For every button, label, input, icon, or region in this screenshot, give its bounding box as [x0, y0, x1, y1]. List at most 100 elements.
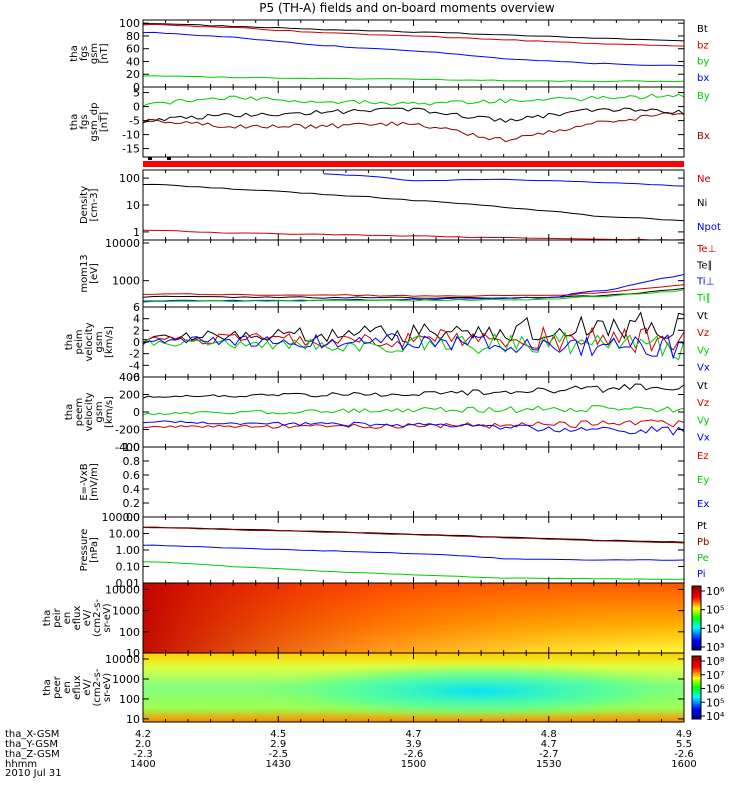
y-tick-label: 40	[126, 55, 140, 68]
ephemeris-label: tha_Y-GSM	[5, 739, 58, 750]
colorbar	[691, 585, 702, 651]
ephemeris-value: -2.7	[539, 749, 559, 760]
series-line	[142, 23, 685, 47]
panel-9: 10³ 10⁴ 10⁵ 10⁶ 10 100 1000 10000 thapeireneflux…	[42, 582, 725, 660]
colorbar-tick-label: 10⁵	[706, 696, 724, 709]
ephemeris-value: 4.7	[406, 729, 422, 740]
series-line	[142, 561, 684, 580]
ephemeris-value: 1530	[536, 759, 561, 770]
legend-entry: Pb	[697, 537, 709, 548]
ephemeris-value: 1400	[130, 759, 155, 770]
y-tick-label: -10	[122, 129, 140, 142]
series-line	[142, 284, 685, 297]
y-tick-label: -15	[122, 143, 140, 156]
series-line	[142, 420, 685, 436]
panel-4: 1000 10000 mom13[eV] Te⊥ Te∥ Ti⊥ Ti∥	[79, 237, 716, 308]
legend-entry: Vz	[697, 398, 709, 409]
series-line	[142, 544, 685, 561]
legend-entry: Bt	[697, 24, 708, 35]
ephemeris-value: 4.9	[676, 729, 692, 740]
y-axis-label: E=-VxB[mV/m]	[79, 463, 100, 501]
y-tick-label: 4	[133, 313, 140, 326]
y-tick-label: 10	[126, 199, 140, 212]
ephemeris-value: -2.3	[133, 749, 153, 760]
series-line	[142, 111, 685, 143]
legend-entry: Ex	[697, 499, 709, 510]
legend-entry: bx	[697, 73, 709, 84]
status-bar	[143, 161, 684, 167]
y-tick-label: 10	[126, 713, 140, 726]
legend-entry: Npot	[697, 222, 721, 233]
status-marker	[148, 157, 152, 160]
y-tick-label: 0.6	[123, 469, 141, 482]
y-tick-label: 60	[126, 43, 140, 56]
y-tick-label: 10000	[105, 237, 140, 250]
ephemeris-value: 4.5	[270, 729, 286, 740]
legend-entry: Ne	[697, 174, 711, 185]
ephemeris-value: 1600	[671, 759, 696, 770]
panel-frame	[142, 446, 685, 518]
ephemeris-value: -2.6	[674, 749, 694, 760]
colorbar-tick-label: 10⁴	[706, 622, 725, 635]
legend-entry: Ey	[697, 475, 709, 486]
y-tick-label: 80	[126, 30, 140, 43]
figure-title: P5 (TH-A) fields and on-board moments ov…	[259, 1, 555, 15]
legend-entry: Vy	[697, 415, 710, 426]
y-tick-label: 400	[119, 371, 140, 384]
y-axis-label: Density[cm-3]	[79, 186, 100, 224]
y-tick-label: 1000	[112, 605, 140, 618]
y-tick-label: 0.10	[116, 561, 141, 574]
y-tick-label: 6	[133, 301, 140, 314]
series-line	[323, 173, 685, 187]
y-tick-label: 200	[119, 389, 140, 402]
y-tick-label: -5	[129, 115, 140, 128]
panel-3: 1 10 100 Density[cm-3] Ne Ni Npot	[79, 169, 721, 241]
y-tick-label: 2	[133, 324, 140, 337]
y-tick-label: 0.01	[116, 577, 141, 590]
y-tick-label: 0.4	[123, 483, 141, 496]
y-tick-label: 100	[119, 17, 140, 30]
legend-entry: Ti⊥	[696, 277, 714, 288]
y-axis-label: Pressure[nPa]	[79, 529, 100, 572]
panel-6: -400 -200 0 200 400 thapeemvelocitygsm[km/s] V…	[64, 371, 710, 454]
series-line	[142, 383, 685, 399]
series-line	[142, 333, 685, 360]
y-tick-label: -4	[129, 359, 140, 372]
y-tick-label: 1000	[112, 673, 140, 686]
series-line	[142, 75, 685, 83]
series-line	[142, 325, 685, 354]
date-label: 2010 Jul 31	[5, 768, 62, 779]
legend-entry: Ni	[697, 198, 707, 209]
colorbar	[691, 655, 702, 720]
series-line	[142, 405, 685, 416]
y-axis-label: thapeemvelocitygsm[km/s]	[64, 392, 115, 431]
y-tick-label: -400	[115, 441, 140, 454]
ephemeris-value: 4.8	[541, 729, 557, 740]
panel-2: -15-10-505 thafgsgsm_dp[nT] By Bx	[69, 86, 710, 158]
legend-entry: by	[697, 57, 709, 68]
y-tick-label: 100.00	[102, 511, 141, 524]
legend-entry: Ez	[697, 451, 709, 462]
ephemeris-value: -2.6	[404, 749, 424, 760]
series-line	[142, 311, 685, 344]
colorbar-tick-label: 10⁶	[706, 683, 725, 696]
ephemeris-value: 1430	[266, 759, 291, 770]
ephemeris-value: 2.9	[270, 739, 286, 750]
legend-entry: Ti∥	[696, 293, 711, 304]
y-tick-label: 1.00	[116, 544, 141, 557]
ephemeris-value: -2.5	[268, 749, 288, 760]
y-tick-label: 20	[126, 68, 140, 81]
legend-entry: Bx	[697, 131, 710, 142]
legend-entry: Pe	[697, 553, 709, 564]
y-tick-label: 100	[119, 693, 140, 706]
y-tick-label: 100	[119, 172, 140, 185]
ephemeris-value: 4.7	[541, 739, 557, 750]
panel-frame	[142, 516, 685, 584]
legend-entry: Vt	[697, 381, 708, 392]
y-axis-label: thafgsgsm_dp[nT]	[69, 103, 110, 142]
panel-7: 0.00.20.40.60.81.0 E=-VxB[mV/m] Ez Ey Ex	[79, 441, 709, 524]
y-tick-label: 1	[133, 226, 140, 239]
legend-entry: Vy	[697, 345, 710, 356]
y-tick-label: 5	[133, 87, 140, 100]
